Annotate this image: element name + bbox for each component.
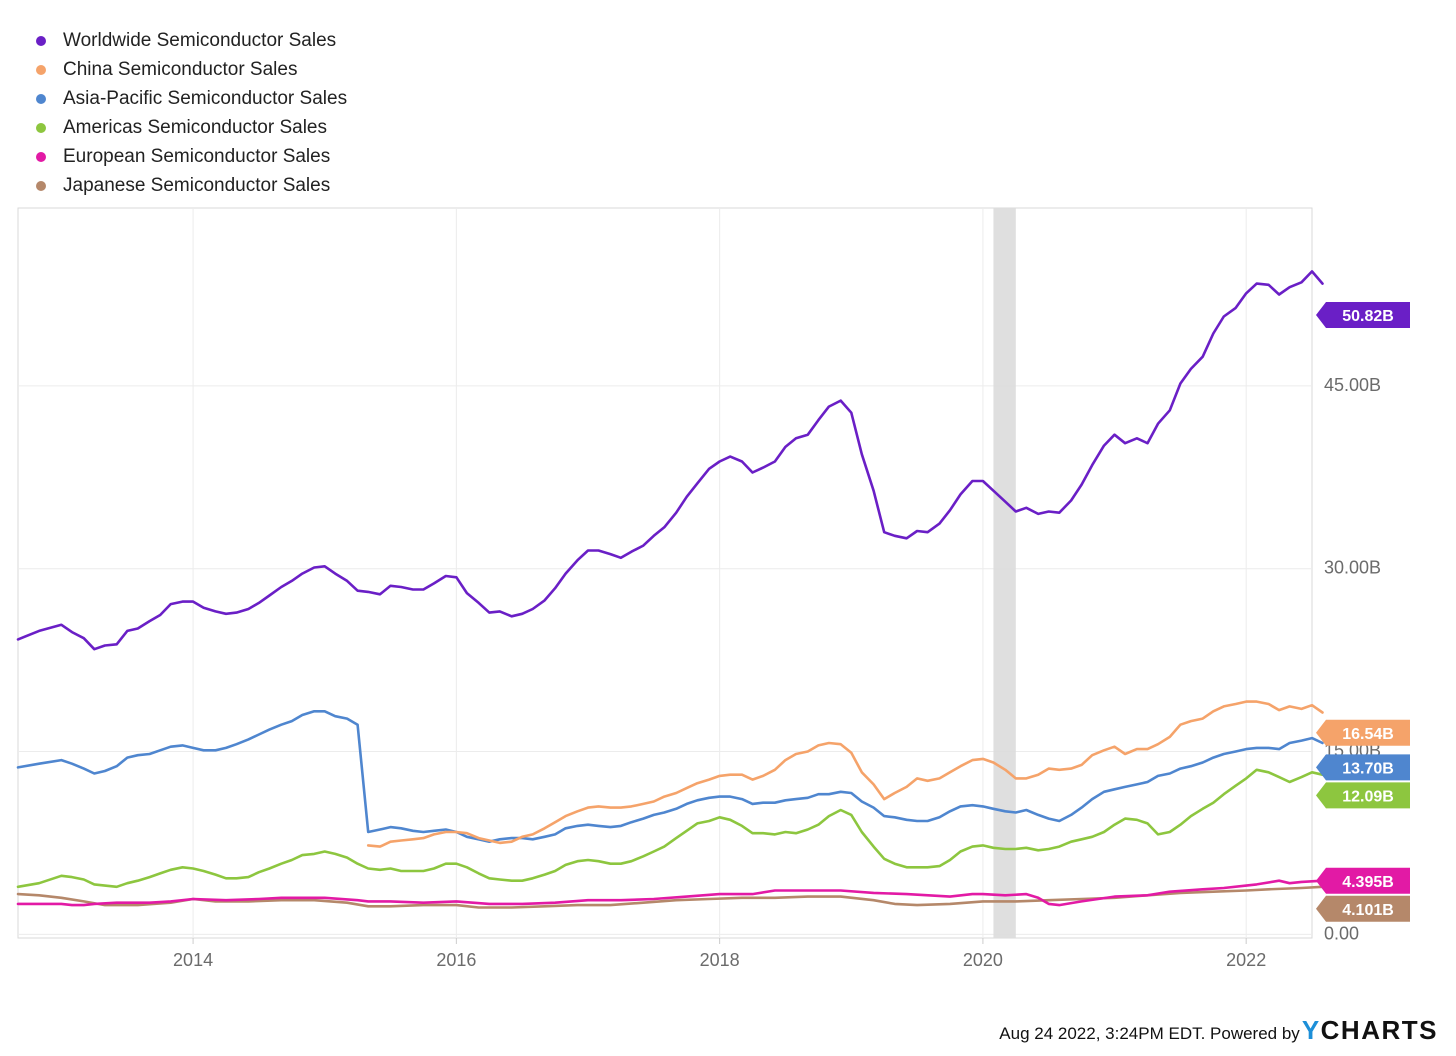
last-value-tag: 16.54B — [1316, 719, 1410, 746]
tag-shape — [1316, 895, 1410, 922]
series-line-european-semiconductor-sales — [16, 879, 1324, 907]
legend-marker — [36, 93, 46, 104]
ycharts-logo[interactable]: YCHARTS — [1302, 1015, 1438, 1046]
tag-label: 4.395B — [1342, 874, 1394, 891]
legend-label: Worldwide Semiconductor Sales — [63, 29, 337, 51]
last-value-tag: 4.101B — [1316, 895, 1410, 922]
y-tick-label: 30.00B — [1324, 558, 1381, 578]
ycharts-logo-y: Y — [1301, 1015, 1321, 1045]
x-tick-label: 2018 — [700, 950, 740, 970]
axes: 2014 2016 2018 2020 20220.0015.00B30.00B45.0… — [173, 375, 1381, 970]
legend-marker — [36, 151, 46, 162]
legend-item[interactable]: Americas Semiconductor Sales — [36, 113, 347, 142]
series-line-americas-semiconductor-sales — [16, 768, 1324, 889]
legend-marker — [36, 64, 46, 75]
legend-label: Japanese Semiconductor Sales — [63, 174, 331, 196]
legend-item[interactable]: Worldwide Semiconductor Sales — [36, 26, 347, 55]
x-tick-label: 2022 — [1226, 950, 1266, 970]
x-tick-label: 2020 — [963, 950, 1003, 970]
plot-border — [17, 207, 1313, 939]
tag-shape — [1316, 302, 1410, 329]
legend-label: Asia-Pacific Semiconductor Sales — [63, 87, 348, 109]
chart-footer: Aug 24 2022, 3:24PM EDT. Powered by YCHA… — [999, 1015, 1438, 1046]
legend-item[interactable]: Asia-Pacific Semiconductor Sales — [36, 84, 347, 113]
y-tick-label: 0.00 — [1324, 923, 1359, 943]
line-chart: 2014 2016 2018 2020 20220.0015.00B30.00B45.0… — [16, 207, 1410, 970]
tag-label: 50.82B — [1342, 308, 1394, 325]
legend-item[interactable]: China Semiconductor Sales — [36, 55, 347, 84]
gridlines — [17, 207, 1313, 939]
x-tick-label: 2014 — [173, 950, 213, 970]
legend-label: European Semiconductor Sales — [63, 145, 331, 167]
last-value-tag: 4.395B — [1316, 867, 1410, 894]
legend-marker — [36, 35, 46, 46]
last-value-tag: 50.82B — [1316, 302, 1410, 329]
tag-shape — [1316, 754, 1410, 781]
tag-shape — [1316, 719, 1410, 746]
chart-legend: Worldwide Semiconductor Sales China Semic… — [36, 26, 347, 200]
last-value-tags: 50.82B 16.54B 13.70B 12.09B 4.395B 4.101B — [1316, 302, 1410, 922]
legend-marker — [36, 180, 46, 191]
tag-label: 4.101B — [1342, 902, 1394, 919]
tag-label: 13.70B — [1342, 760, 1394, 777]
series-lines — [16, 270, 1324, 909]
ycharts-logo-text: CHARTS — [1320, 1015, 1438, 1045]
y-tick-label: 45.00B — [1324, 375, 1381, 395]
tag-shape — [1316, 782, 1410, 809]
series-line-worldwide-semiconductor-sales — [16, 270, 1324, 651]
tag-shape — [1316, 867, 1410, 894]
footer-timestamp: Aug 24 2022, 3:24PM EDT. Powered by — [999, 1024, 1300, 1043]
last-value-tag: 13.70B — [1316, 754, 1410, 781]
series-line-china-semiconductor-sales — [366, 700, 1324, 848]
legend-marker — [36, 122, 46, 133]
tag-label: 12.09B — [1342, 788, 1394, 805]
legend-item[interactable]: European Semiconductor Sales — [36, 142, 347, 171]
legend-label: Americas Semiconductor Sales — [63, 116, 327, 138]
recession-shading — [993, 208, 1016, 938]
legend-label: China Semiconductor Sales — [63, 58, 298, 80]
series-line-asia-pacific-semiconductor-sales — [16, 710, 1324, 843]
recession-band — [993, 208, 1016, 938]
legend-item[interactable]: Japanese Semiconductor Sales — [36, 171, 347, 200]
x-tick-label: 2016 — [436, 950, 476, 970]
tag-label: 16.54B — [1342, 726, 1394, 743]
last-value-tag: 12.09B — [1316, 782, 1410, 809]
